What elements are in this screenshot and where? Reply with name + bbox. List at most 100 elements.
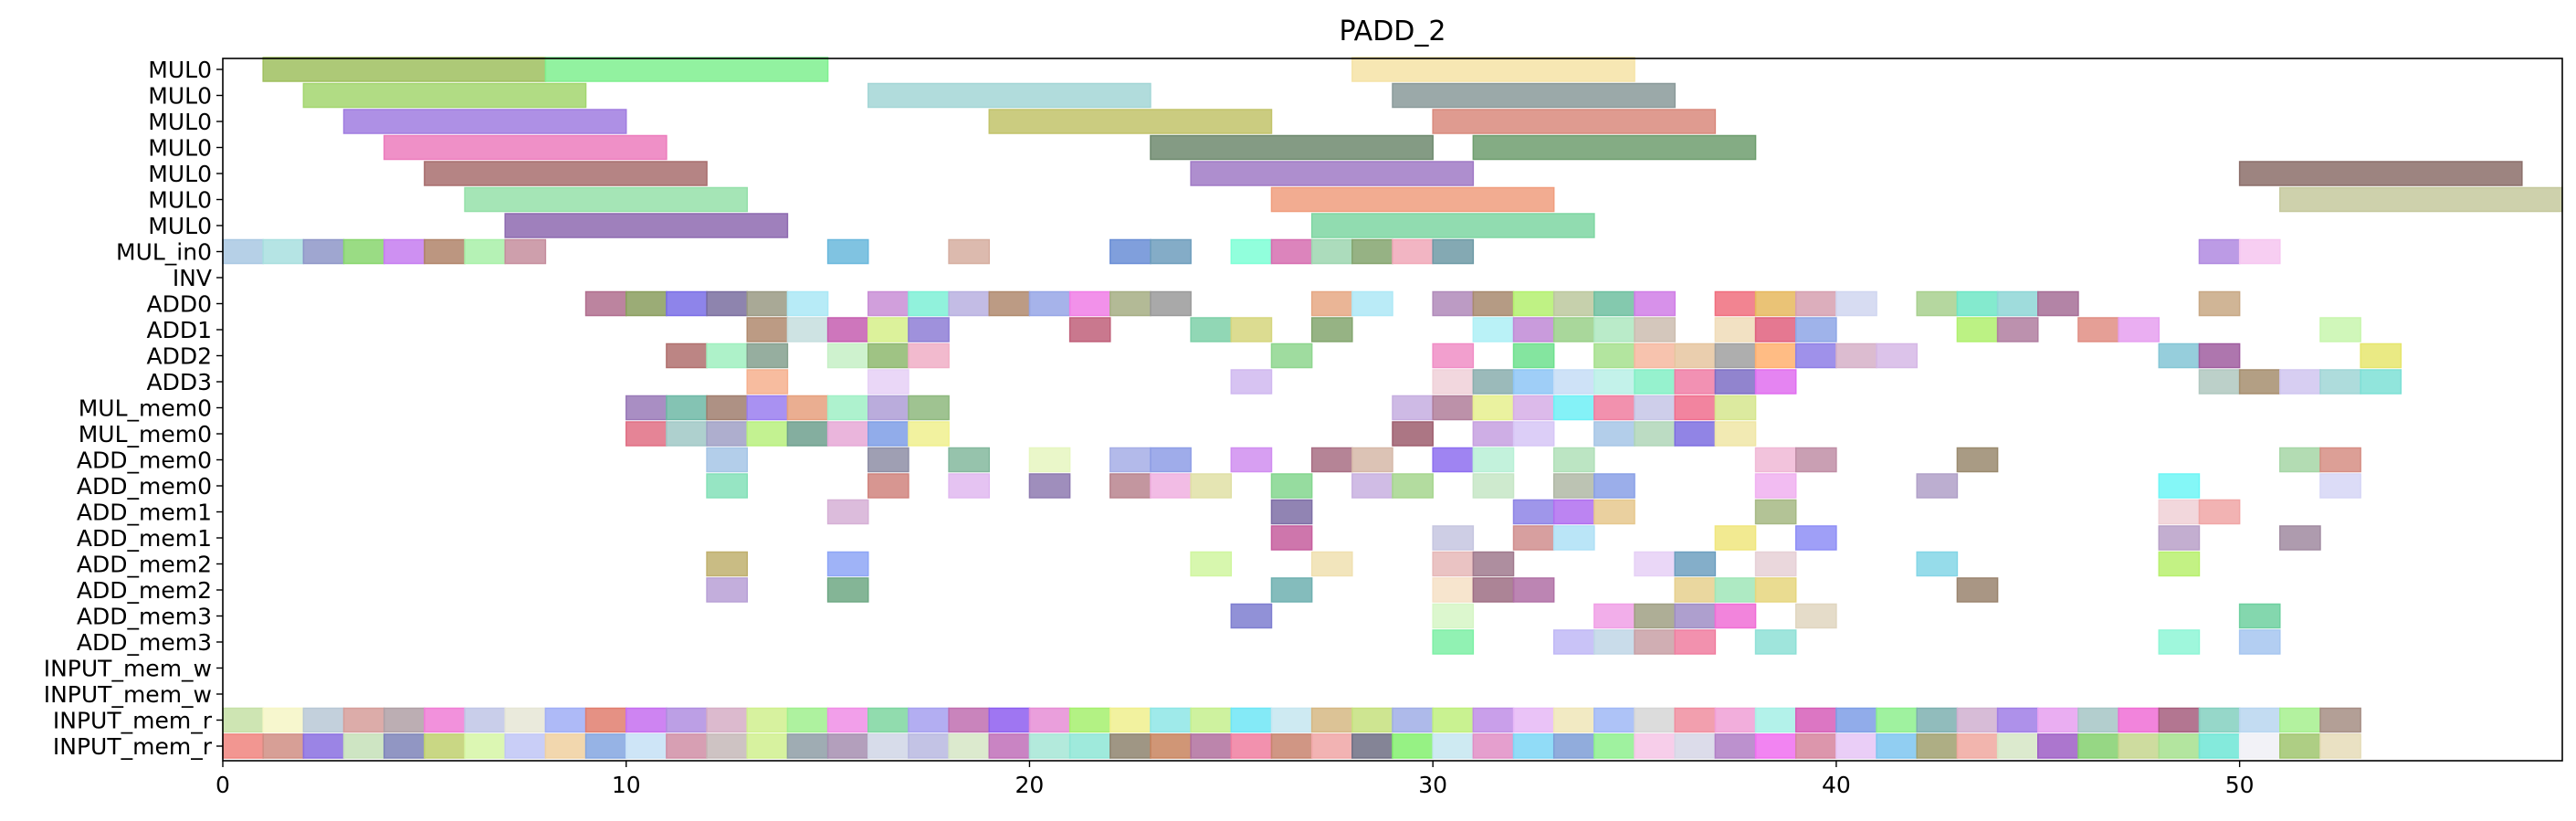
y-tick-label-24: INPUT_mem_w (44, 681, 212, 708)
bar-row-9-seg-9 (988, 290, 1031, 317)
bar-row-4-seg-1 (1190, 161, 1475, 186)
x-tick-label-5: 50 (2225, 772, 2255, 798)
bar-row-9-seg-25 (1835, 290, 1877, 317)
bar-row-26-seg-34 (1593, 733, 1635, 759)
y-tick-label-22: ADD_mem3 (77, 629, 212, 656)
bar-row-22-seg-0 (1432, 629, 1475, 655)
x-tick-label-3: 30 (1418, 772, 1447, 798)
bar-row-13-seg-2 (706, 395, 748, 421)
bar-row-25-seg-15 (826, 707, 869, 733)
bar-row-25-seg-16 (867, 707, 909, 733)
bar-row-26-seg-47 (2118, 733, 2161, 759)
bar-row-7-seg-13 (1270, 238, 1313, 265)
bar-row-26-seg-22 (1109, 733, 1151, 759)
bar-row-12-seg-11 (1754, 369, 1797, 395)
bar-row-16-seg-5 (1150, 473, 1192, 499)
bar-row-19-seg-1 (826, 551, 869, 577)
bar-row-13-seg-8 (1392, 395, 1434, 421)
bar-row-18-seg-6 (2158, 525, 2201, 551)
bar-row-10-seg-6 (1190, 317, 1233, 342)
bar-row-16-seg-16 (2319, 473, 2361, 499)
bar-row-20-seg-0 (706, 577, 748, 603)
bar-row-2-seg-0 (342, 109, 627, 134)
bar-row-21-seg-7 (2238, 603, 2281, 629)
bar-row-12-seg-10 (1714, 369, 1757, 395)
bar-row-11-seg-8 (1512, 342, 1555, 369)
bar-row-14-seg-2 (706, 421, 748, 447)
bar-row-7-seg-8 (826, 238, 869, 265)
bar-row-0-seg-0 (262, 57, 547, 82)
bar-row-25-seg-1 (262, 707, 305, 733)
bar-row-14-seg-7 (908, 421, 950, 447)
bar-row-11-seg-15 (1835, 342, 1877, 369)
bar-row-11-seg-2 (746, 342, 789, 369)
bar-row-21-seg-3 (1634, 603, 1676, 629)
x-tick-label-0: 0 (216, 772, 230, 798)
bar-row-25-seg-28 (1351, 707, 1393, 733)
bar-row-14-seg-14 (1714, 421, 1757, 447)
bar-row-18-seg-4 (1714, 525, 1757, 551)
bar-row-10-seg-1 (786, 317, 829, 342)
bar-row-13-seg-1 (666, 395, 708, 421)
bar-row-16-seg-12 (1593, 473, 1635, 499)
bar-row-10-seg-9 (1472, 317, 1515, 342)
bar-row-11-seg-18 (2198, 342, 2241, 369)
bar-row-2-seg-1 (988, 109, 1273, 134)
x-tick-label-2: 20 (1015, 772, 1045, 798)
bar-row-25-seg-13 (746, 707, 789, 733)
bar-row-12-seg-1 (867, 369, 909, 395)
bar-row-26-seg-12 (706, 733, 748, 759)
bar-row-25-seg-36 (1674, 707, 1717, 733)
bar-row-26-seg-35 (1634, 733, 1676, 759)
bar-row-17-seg-6 (2158, 499, 2201, 525)
bar-row-2-seg-2 (1432, 109, 1717, 134)
bar-row-1-seg-1 (867, 82, 1151, 109)
bar-row-9-seg-12 (1109, 290, 1151, 317)
bar-row-13-seg-12 (1552, 395, 1595, 421)
bar-row-25-seg-22 (1109, 707, 1151, 733)
bar-row-9-seg-7 (908, 290, 950, 317)
bar-row-20-seg-3 (1432, 577, 1475, 603)
bar-row-10-seg-16 (1794, 317, 1837, 342)
bar-row-12-seg-2 (1230, 369, 1273, 395)
bar-row-16-seg-6 (1190, 473, 1233, 499)
y-tick-label-2: MUL0 (148, 109, 212, 135)
bar-row-11-seg-5 (908, 342, 950, 369)
bar-row-11-seg-14 (1794, 342, 1837, 369)
bar-row-0-seg-2 (1351, 57, 1635, 82)
bar-row-26-seg-43 (1956, 733, 1999, 759)
bar-row-25-seg-25 (1230, 707, 1273, 733)
bar-row-19-seg-8 (1754, 551, 1797, 577)
y-tick-label-26: INPUT_mem_r (53, 733, 213, 760)
bar-row-9-seg-4 (746, 290, 789, 317)
bar-row-17-seg-1 (1270, 499, 1313, 525)
bar-row-16-seg-8 (1351, 473, 1393, 499)
bar-row-26-seg-7 (504, 733, 547, 759)
bar-row-12-seg-16 (2360, 369, 2403, 395)
bar-row-26-seg-1 (262, 733, 305, 759)
bar-row-7-seg-10 (1109, 238, 1151, 265)
bar-row-22-seg-4 (1674, 629, 1717, 655)
bar-row-25-seg-34 (1593, 707, 1635, 733)
bar-row-14-seg-9 (1472, 421, 1515, 447)
bar-row-15-seg-1 (867, 447, 909, 473)
x-tick-label-4: 40 (1822, 772, 1851, 798)
bar-row-9-seg-30 (2198, 290, 2241, 317)
bar-row-11-seg-6 (1270, 342, 1313, 369)
bar-row-25-seg-29 (1392, 707, 1434, 733)
bar-row-26-seg-29 (1392, 733, 1434, 759)
bar-row-10-seg-5 (1068, 317, 1111, 342)
y-tick-label-7: MUL_in0 (116, 239, 212, 266)
bar-row-26-seg-48 (2158, 733, 2201, 759)
bar-row-25-seg-50 (2238, 707, 2281, 733)
bar-row-26-seg-20 (1028, 733, 1071, 759)
bar-row-14-seg-5 (826, 421, 869, 447)
bar-row-25-seg-27 (1310, 707, 1353, 733)
bar-row-15-seg-8 (1351, 447, 1393, 473)
y-tick-label-14: MUL_mem0 (79, 421, 212, 447)
bar-row-25-seg-23 (1150, 707, 1192, 733)
bar-row-12-seg-9 (1674, 369, 1717, 395)
bar-row-11-seg-7 (1432, 342, 1475, 369)
bar-row-25-seg-31 (1472, 707, 1515, 733)
bar-row-26-seg-33 (1552, 733, 1595, 759)
